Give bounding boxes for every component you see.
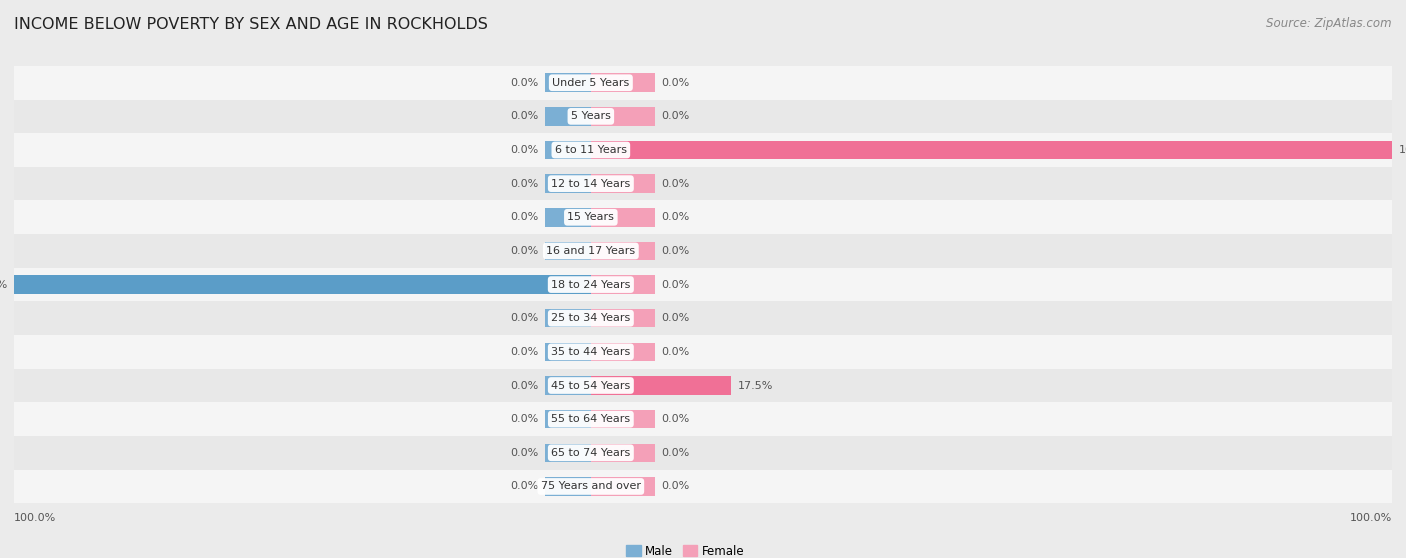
- Text: 65 to 74 Years: 65 to 74 Years: [551, 448, 630, 458]
- Bar: [14, 335, 1392, 369]
- Text: 0.0%: 0.0%: [661, 78, 689, 88]
- Bar: [544, 242, 591, 260]
- Text: 25 to 34 Years: 25 to 34 Years: [551, 313, 630, 323]
- Text: 0.0%: 0.0%: [510, 179, 538, 189]
- Bar: [14, 99, 1392, 133]
- Bar: [544, 477, 591, 496]
- Text: 0.0%: 0.0%: [510, 78, 538, 88]
- Bar: [591, 107, 655, 126]
- Bar: [591, 208, 655, 227]
- Text: 0.0%: 0.0%: [661, 280, 689, 290]
- Bar: [14, 369, 1392, 402]
- Text: 0.0%: 0.0%: [661, 414, 689, 424]
- Bar: [544, 175, 591, 193]
- Bar: [591, 74, 655, 92]
- Bar: [544, 343, 591, 361]
- Text: 18 to 24 Years: 18 to 24 Years: [551, 280, 630, 290]
- Text: 0.0%: 0.0%: [661, 313, 689, 323]
- Bar: [544, 107, 591, 126]
- Text: INCOME BELOW POVERTY BY SEX AND AGE IN ROCKHOLDS: INCOME BELOW POVERTY BY SEX AND AGE IN R…: [14, 17, 488, 32]
- Text: 0.0%: 0.0%: [661, 482, 689, 492]
- Bar: [591, 410, 655, 429]
- Bar: [544, 208, 591, 227]
- Text: 0.0%: 0.0%: [510, 414, 538, 424]
- Text: 100.0%: 100.0%: [1399, 145, 1406, 155]
- Bar: [591, 376, 731, 395]
- Bar: [544, 444, 591, 462]
- Text: 55 to 64 Years: 55 to 64 Years: [551, 414, 630, 424]
- Bar: [14, 301, 1392, 335]
- Text: 0.0%: 0.0%: [661, 179, 689, 189]
- Text: 100.0%: 100.0%: [0, 280, 7, 290]
- Bar: [14, 200, 1392, 234]
- Bar: [14, 66, 1392, 99]
- Text: 16 and 17 Years: 16 and 17 Years: [547, 246, 636, 256]
- Bar: [591, 444, 655, 462]
- Text: 17.5%: 17.5%: [738, 381, 773, 391]
- Bar: [14, 268, 1392, 301]
- Text: 75 Years and over: 75 Years and over: [541, 482, 641, 492]
- Bar: [544, 410, 591, 429]
- Text: 0.0%: 0.0%: [510, 145, 538, 155]
- Text: 0.0%: 0.0%: [661, 448, 689, 458]
- Bar: [14, 167, 1392, 200]
- Text: Under 5 Years: Under 5 Years: [553, 78, 630, 88]
- Text: 0.0%: 0.0%: [661, 246, 689, 256]
- Text: 0.0%: 0.0%: [510, 381, 538, 391]
- Bar: [544, 74, 591, 92]
- Bar: [14, 234, 1392, 268]
- Text: 0.0%: 0.0%: [510, 212, 538, 222]
- Text: 0.0%: 0.0%: [510, 347, 538, 357]
- Bar: [591, 343, 655, 361]
- Text: 0.0%: 0.0%: [510, 246, 538, 256]
- Text: 35 to 44 Years: 35 to 44 Years: [551, 347, 630, 357]
- Bar: [591, 141, 1392, 159]
- Text: 0.0%: 0.0%: [510, 313, 538, 323]
- Text: 0.0%: 0.0%: [510, 482, 538, 492]
- Bar: [14, 275, 591, 294]
- Text: 6 to 11 Years: 6 to 11 Years: [555, 145, 627, 155]
- Bar: [14, 470, 1392, 503]
- Text: 0.0%: 0.0%: [510, 112, 538, 121]
- Bar: [591, 175, 655, 193]
- Bar: [591, 477, 655, 496]
- Text: 100.0%: 100.0%: [14, 513, 56, 523]
- Text: 12 to 14 Years: 12 to 14 Years: [551, 179, 630, 189]
- Text: 15 Years: 15 Years: [568, 212, 614, 222]
- Text: 0.0%: 0.0%: [661, 347, 689, 357]
- Bar: [591, 275, 655, 294]
- Legend: Male, Female: Male, Female: [621, 540, 749, 558]
- Bar: [14, 436, 1392, 470]
- Bar: [14, 402, 1392, 436]
- Bar: [14, 133, 1392, 167]
- Text: 0.0%: 0.0%: [661, 112, 689, 121]
- Bar: [544, 376, 591, 395]
- Text: 100.0%: 100.0%: [1350, 513, 1392, 523]
- Text: 0.0%: 0.0%: [510, 448, 538, 458]
- Text: 45 to 54 Years: 45 to 54 Years: [551, 381, 630, 391]
- Bar: [591, 309, 655, 328]
- Text: 5 Years: 5 Years: [571, 112, 610, 121]
- Bar: [544, 141, 591, 159]
- Bar: [591, 242, 655, 260]
- Text: Source: ZipAtlas.com: Source: ZipAtlas.com: [1267, 17, 1392, 30]
- Text: 0.0%: 0.0%: [661, 212, 689, 222]
- Bar: [544, 309, 591, 328]
